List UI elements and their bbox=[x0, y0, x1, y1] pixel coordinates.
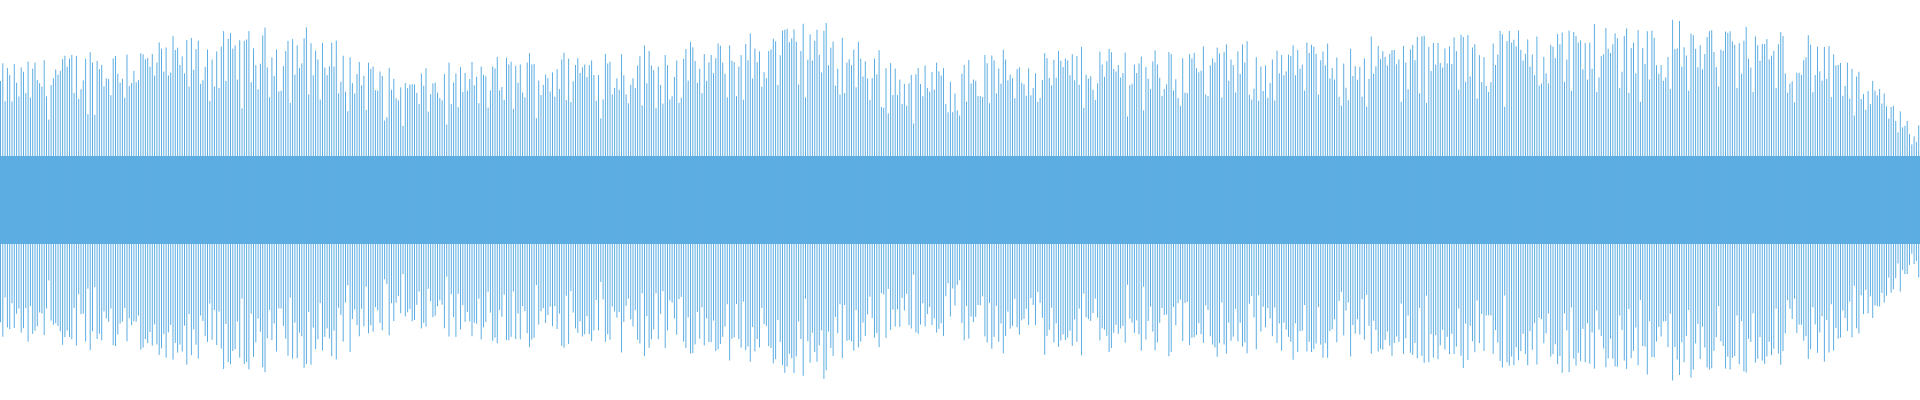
audio-waveform[interactable] bbox=[0, 0, 1920, 400]
